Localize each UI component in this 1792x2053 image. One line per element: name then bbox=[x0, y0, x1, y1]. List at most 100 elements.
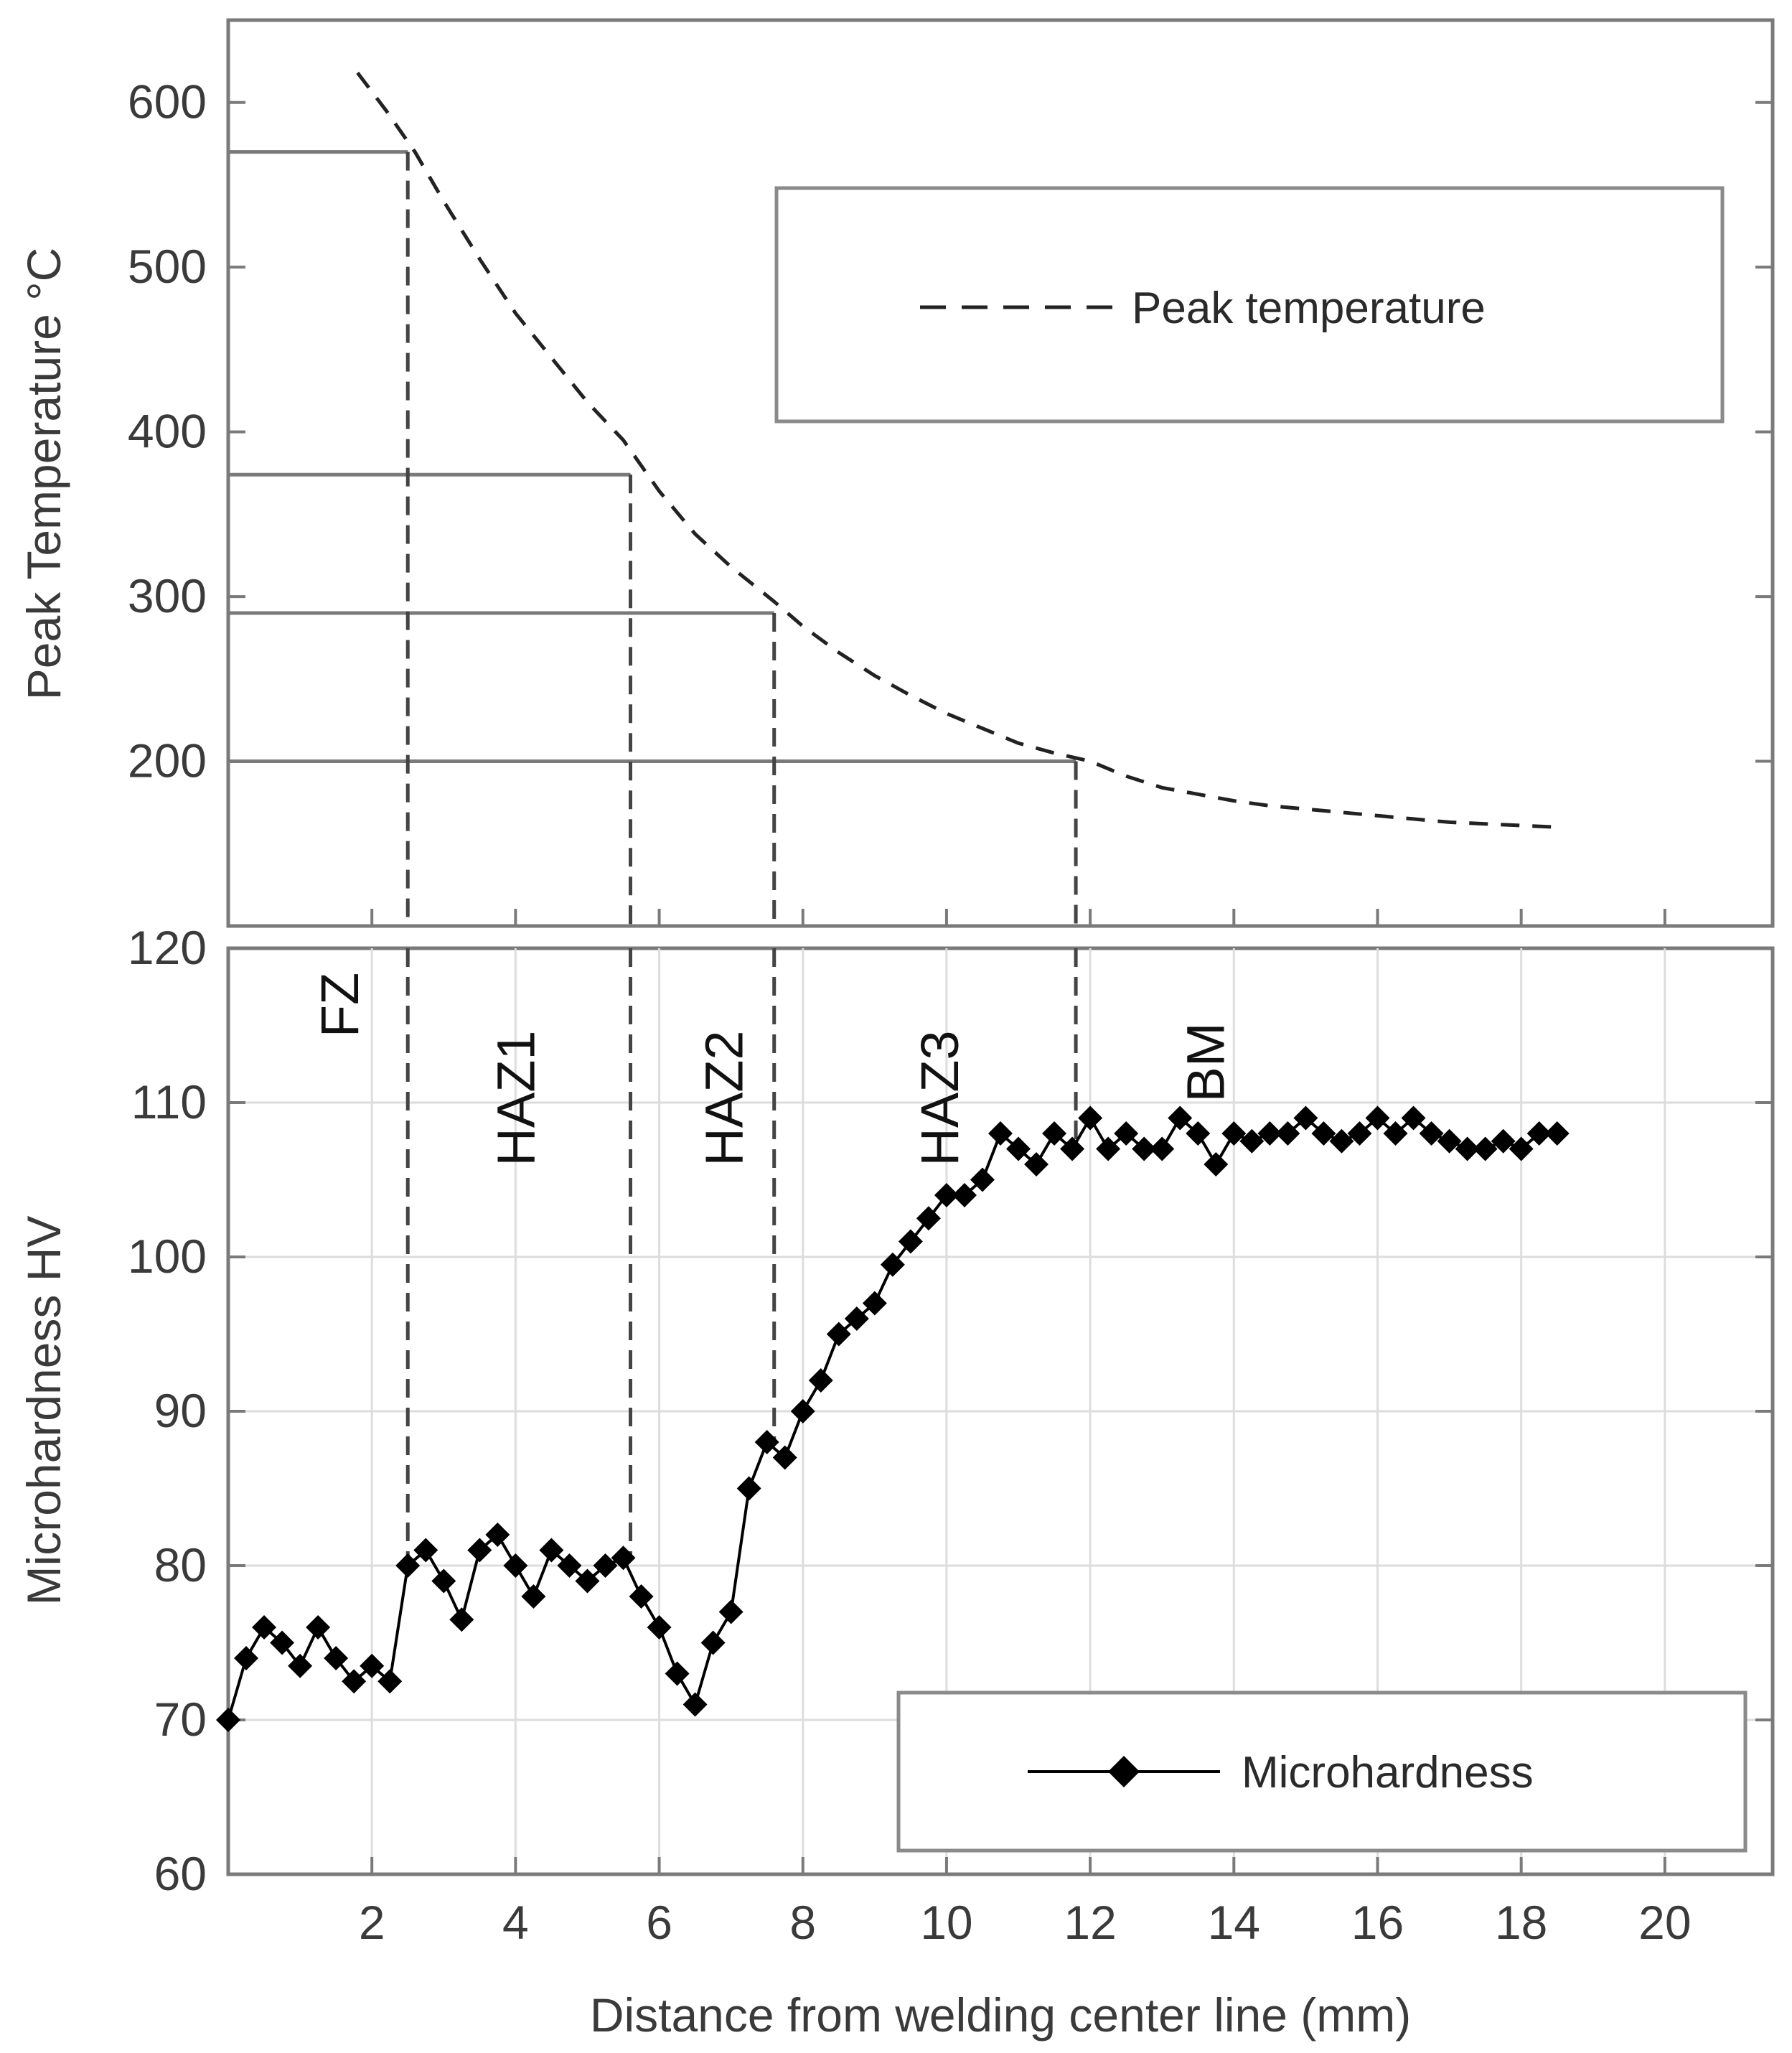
microhardness-point bbox=[431, 1568, 456, 1594]
temperature-y-axis-label: Peak Temperature °C bbox=[17, 248, 70, 700]
microhardness-point bbox=[1186, 1121, 1211, 1146]
microhardness-point bbox=[324, 1646, 349, 1670]
zone-labels: FZ HAZ1 HAZ2 HAZ3 BM bbox=[310, 973, 1235, 1166]
microhardness-point bbox=[1347, 1121, 1372, 1146]
temperature-legend-label: Peak temperature bbox=[1132, 284, 1486, 333]
microhardness-point bbox=[898, 1229, 923, 1254]
microhardness-point bbox=[1473, 1136, 1498, 1161]
microhardness-point bbox=[1006, 1136, 1031, 1161]
microhardness-point bbox=[718, 1599, 743, 1624]
microhardness-point bbox=[1078, 1105, 1103, 1131]
microhardness-point bbox=[234, 1646, 259, 1670]
microhardness-x-tick-label: 14 bbox=[1208, 1896, 1260, 1949]
microhardness-x-ticks: 2 4 6 8 10 12 14 16 18 20 bbox=[359, 1857, 1692, 1949]
microhardness-point bbox=[342, 1669, 367, 1694]
microhardness-point bbox=[1383, 1121, 1408, 1146]
microhardness-markers bbox=[216, 1105, 1570, 1732]
temperature-y-tick-label: 200 bbox=[128, 734, 207, 787]
microhardness-point bbox=[700, 1630, 726, 1655]
temperature-x-ticks bbox=[370, 909, 1666, 926]
microhardness-x-tick-label: 16 bbox=[1351, 1896, 1404, 1949]
temperature-legend-box bbox=[774, 186, 1725, 424]
temperature-y-tick-label: 400 bbox=[128, 405, 207, 458]
microhardness-point bbox=[467, 1538, 492, 1563]
microhardness-point bbox=[629, 1584, 654, 1609]
zone-label-bm: BM bbox=[1176, 1023, 1235, 1103]
microhardness-point bbox=[485, 1523, 510, 1547]
microhardness-point bbox=[360, 1653, 385, 1678]
microhardness-point bbox=[790, 1399, 815, 1423]
temperature-legend: Peak temperature bbox=[774, 186, 1725, 424]
microhardness-point bbox=[539, 1538, 564, 1563]
zone-label-haz2: HAZ2 bbox=[695, 1030, 754, 1166]
microhardness-point bbox=[1042, 1121, 1067, 1146]
microhardness-point bbox=[1365, 1105, 1390, 1131]
microhardness-y-tick-label: 120 bbox=[128, 921, 207, 974]
microhardness-point bbox=[449, 1607, 474, 1632]
microhardness-point bbox=[844, 1306, 869, 1331]
microhardness-point bbox=[1293, 1105, 1318, 1131]
microhardness-point bbox=[1544, 1121, 1570, 1146]
microhardness-point bbox=[557, 1553, 582, 1578]
microhardness-point bbox=[988, 1121, 1013, 1146]
microhardness-point bbox=[1239, 1128, 1265, 1154]
microhardness-point bbox=[647, 1615, 672, 1640]
temperature-y-tick-label: 500 bbox=[128, 240, 207, 293]
microhardness-panel: 60 70 80 90 100 110 120 2 4 6 8 10 12 14 16 18 20 FZ HAZ… bbox=[17, 921, 1775, 2042]
microhardness-point bbox=[862, 1291, 887, 1316]
microhardness-y-tick-label: 100 bbox=[128, 1230, 207, 1283]
microhardness-point bbox=[575, 1568, 600, 1594]
microhardness-point bbox=[1275, 1121, 1300, 1146]
zone-boundary-lines bbox=[405, 948, 1078, 1566]
peak-temperature-curve bbox=[356, 71, 1557, 829]
microhardness-point bbox=[611, 1545, 636, 1571]
microhardness-x-tick-label: 20 bbox=[1638, 1896, 1691, 1949]
temperature-y-tick-label: 600 bbox=[128, 75, 207, 128]
microhardness-point bbox=[1311, 1121, 1336, 1146]
microhardness-point bbox=[1491, 1128, 1516, 1154]
microhardness-point bbox=[593, 1553, 618, 1578]
microhardness-point bbox=[1437, 1128, 1462, 1154]
microhardness-point bbox=[252, 1615, 277, 1640]
microhardness-point bbox=[952, 1183, 977, 1207]
microhardness-point bbox=[395, 1553, 421, 1578]
microhardness-point bbox=[1060, 1136, 1085, 1161]
microhardness-point bbox=[1096, 1136, 1121, 1161]
microhardness-point bbox=[934, 1183, 959, 1207]
microhardness-point bbox=[682, 1692, 708, 1717]
microhardness-point bbox=[772, 1445, 797, 1470]
microhardness-x-tick-label: 10 bbox=[920, 1896, 972, 1949]
microhardness-point bbox=[1257, 1121, 1282, 1146]
microhardness-point bbox=[1419, 1121, 1444, 1146]
microhardness-point bbox=[1168, 1105, 1193, 1131]
microhardness-point bbox=[826, 1322, 851, 1347]
microhardness-x-tick-label: 2 bbox=[359, 1896, 385, 1949]
microhardness-point bbox=[736, 1476, 761, 1501]
microhardness-point bbox=[1132, 1136, 1157, 1161]
microhardness-point bbox=[377, 1669, 403, 1694]
microhardness-point bbox=[754, 1430, 779, 1454]
microhardness-x-tick-label: 6 bbox=[646, 1896, 672, 1949]
microhardness-point bbox=[665, 1661, 690, 1686]
microhardness-point bbox=[270, 1630, 295, 1655]
zone-label-fz: FZ bbox=[310, 973, 370, 1037]
microhardness-point bbox=[1526, 1121, 1552, 1146]
microhardness-legend-label: Microhardness bbox=[1242, 1748, 1534, 1797]
temperature-panel: 200 300 400 500 600 Peak Temperature °C Peak… bbox=[17, 18, 1775, 928]
temperature-y-tick-label: 300 bbox=[128, 569, 207, 622]
microhardness-y-tick-label: 80 bbox=[154, 1538, 207, 1591]
microhardness-y-tick-label: 70 bbox=[154, 1693, 207, 1746]
microhardness-y-tick-label: 110 bbox=[131, 1075, 207, 1128]
microhardness-point bbox=[288, 1653, 313, 1678]
microhardness-point bbox=[880, 1252, 905, 1277]
microhardness-point bbox=[1509, 1136, 1534, 1161]
microhardness-legend: Microhardness bbox=[896, 1690, 1748, 1853]
microhardness-point bbox=[1221, 1121, 1247, 1146]
zone-label-haz3: HAZ3 bbox=[910, 1030, 970, 1166]
microhardness-point bbox=[216, 1708, 240, 1732]
microhardness-point bbox=[808, 1368, 833, 1393]
microhardness-y-tick-label: 60 bbox=[154, 1847, 207, 1900]
microhardness-point bbox=[1401, 1105, 1426, 1131]
temperature-y-ticks: 200 300 400 500 600 bbox=[128, 75, 1773, 787]
